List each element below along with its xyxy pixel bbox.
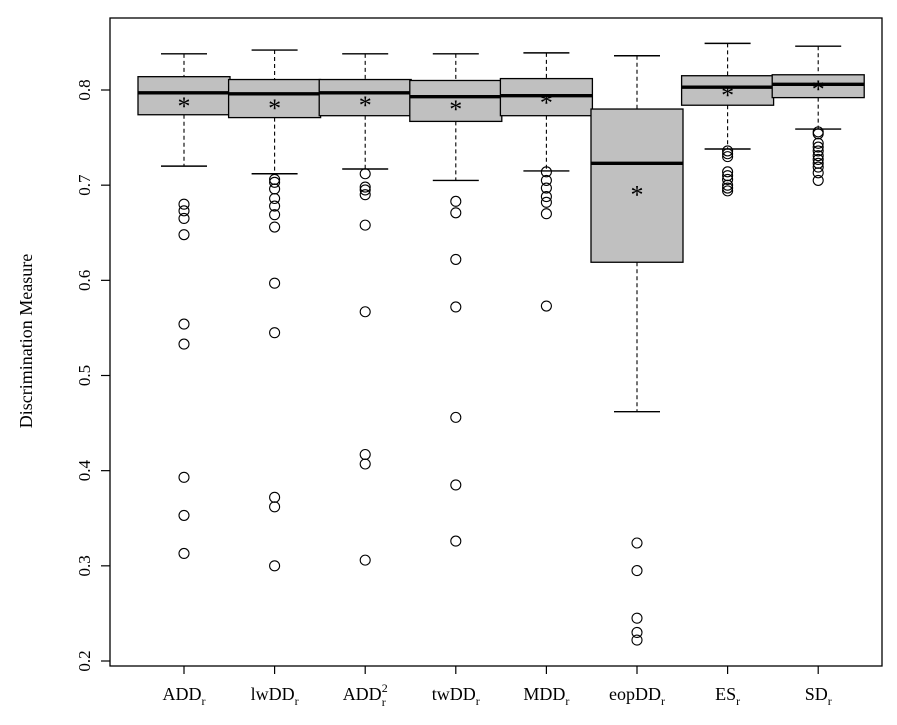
- y-tick-label-4: 0.6: [75, 270, 94, 291]
- outlier-0-2: [178, 212, 190, 225]
- outlier-1-10: [269, 501, 281, 513]
- box-2: [318, 78, 412, 117]
- x-tick-label-0: ADDr: [163, 684, 206, 708]
- outlier-6-3: [722, 166, 734, 178]
- outlier-5-1: [631, 565, 643, 577]
- outlier-7-5: [812, 150, 824, 162]
- outlier-1-9: [269, 491, 281, 503]
- y-tick-label-6: 0.8: [75, 79, 94, 100]
- y-tick-label-0: 0.2: [75, 650, 94, 671]
- outlier-2-2: [359, 184, 371, 196]
- mean-marker-0: *: [178, 92, 191, 121]
- outlier-3-1: [450, 207, 462, 219]
- outlier-7-3: [812, 141, 824, 153]
- outlier-2-1: [359, 181, 371, 193]
- outlier-6-7: [722, 182, 734, 194]
- outlier-3-4: [450, 411, 462, 423]
- outlier-2-8: [359, 554, 371, 566]
- outlier-3-3: [450, 301, 462, 313]
- mean-marker-3: *: [449, 95, 462, 124]
- x-tick-label-1: lwDDr: [251, 684, 299, 708]
- outlier-6-0: [722, 145, 734, 157]
- mean-marker-7: *: [812, 75, 825, 104]
- outlier-4-6: [540, 300, 552, 312]
- mean-marker-6: *: [721, 81, 734, 110]
- outlier-1-11: [269, 560, 281, 572]
- outlier-1-5: [269, 209, 281, 221]
- outlier-7-8: [812, 161, 824, 173]
- outlier-7-9: [812, 167, 824, 179]
- outlier-0-0: [178, 198, 190, 210]
- outlier-3-5: [450, 479, 462, 491]
- outlier-1-2: [269, 183, 281, 195]
- outlier-4-0: [540, 166, 552, 178]
- outlier-7-6: [812, 153, 824, 166]
- x-tick-label-3: twDDr: [432, 684, 480, 708]
- outlier-4-4: [540, 196, 552, 208]
- plot-frame: [109, 17, 883, 667]
- outlier-6-5: [722, 173, 734, 186]
- y-tick-label-1: 0.3: [75, 555, 94, 576]
- box-5: [590, 108, 684, 263]
- outlier-5-3: [631, 626, 643, 639]
- outlier-5-2: [631, 612, 643, 624]
- box-0: [137, 76, 231, 116]
- outlier-0-6: [178, 471, 190, 483]
- y-tick-label-5: 0.7: [75, 174, 94, 196]
- outlier-0-4: [178, 318, 190, 330]
- outlier-2-5: [359, 306, 371, 318]
- mean-marker-4: *: [540, 88, 553, 117]
- box-7: [771, 74, 865, 99]
- mean-marker-5: *: [631, 181, 644, 210]
- outlier-0-8: [178, 547, 190, 560]
- outlier-6-8: [722, 185, 734, 197]
- outlier-3-6: [450, 535, 462, 547]
- outlier-4-1: [540, 174, 552, 186]
- mean-marker-1: *: [268, 94, 281, 123]
- outlier-2-0: [359, 168, 371, 180]
- outlier-2-4: [359, 219, 371, 231]
- outlier-1-8: [269, 327, 281, 339]
- outlier-2-6: [359, 448, 371, 461]
- outlier-0-7: [178, 509, 190, 521]
- outlier-1-7: [269, 277, 281, 289]
- x-tick-label-7: SDr: [805, 684, 832, 708]
- x-tick-label-4: MDDr: [523, 684, 569, 708]
- y-axis-label: Discrimination Measure: [16, 254, 36, 428]
- outlier-6-1: [722, 148, 734, 160]
- outlier-2-7: [359, 458, 371, 470]
- x-tick-label-5: eopDDr: [609, 684, 665, 708]
- x-tick-label-6: ESr: [715, 684, 740, 708]
- y-tick-label-3: 0.5: [75, 365, 94, 386]
- outlier-5-4: [631, 634, 643, 646]
- outlier-3-2: [450, 253, 462, 265]
- box-1: [227, 78, 322, 119]
- outlier-7-10: [812, 174, 824, 186]
- mean-marker-2: *: [359, 91, 372, 120]
- outlier-6-2: [722, 151, 734, 163]
- outlier-0-5: [178, 338, 190, 350]
- outlier-0-3: [178, 229, 190, 241]
- box-3: [409, 79, 503, 123]
- outlier-4-5: [540, 208, 552, 220]
- outlier-1-6: [269, 221, 281, 233]
- x-tick-label-2: ADD2 r: [343, 681, 388, 709]
- outlier-4-3: [540, 191, 552, 203]
- y-tick-label-2: 0.4: [75, 460, 94, 482]
- outlier-5-0: [631, 537, 643, 549]
- outlier-1-3: [269, 192, 281, 205]
- outlier-4-2: [540, 182, 552, 194]
- outlier-0-1: [178, 205, 190, 217]
- outlier-7-4: [812, 145, 824, 157]
- outlier-1-4: [269, 200, 281, 212]
- outlier-7-2: [812, 137, 824, 149]
- outlier-6-6: [722, 179, 734, 191]
- outlier-1-1: [269, 176, 281, 188]
- outlier-2-3: [359, 189, 371, 201]
- outlier-3-0: [450, 195, 462, 207]
